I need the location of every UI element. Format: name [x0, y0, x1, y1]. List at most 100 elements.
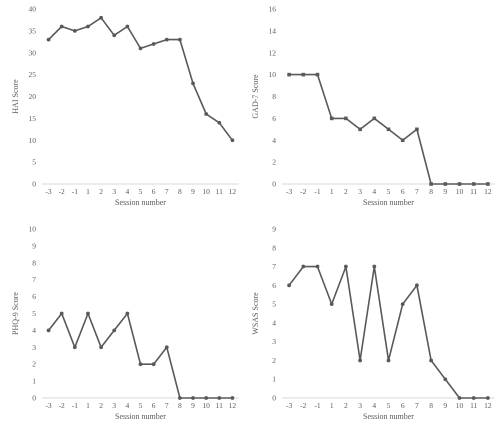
wsas-data-point	[344, 264, 348, 269]
wsas-x-tick-label: 5	[387, 401, 391, 410]
hai-data-point	[191, 81, 195, 86]
gad7-data-point	[315, 72, 320, 77]
gad7-y-tick-label: 8	[272, 92, 276, 101]
hai-x-tick-label: 4	[125, 187, 129, 196]
hai-y-tick-label: 35	[29, 26, 37, 35]
hai-data-point	[230, 138, 235, 143]
hai-x-tick-label: 11	[216, 187, 223, 196]
gad7-x-tick-label: 7	[415, 187, 419, 196]
wsas-x-tick-label: 10	[456, 401, 464, 410]
hai-x-tick-label: 3	[112, 187, 116, 196]
wsas-x-tick-label: 6	[401, 401, 405, 410]
hai-data-point	[46, 37, 51, 42]
wsas-x-tick-label: 12	[484, 401, 492, 410]
gad7-y-tick-label: 16	[269, 5, 277, 14]
gad7-data-point	[457, 182, 462, 186]
phq9-x-tick-label: -3	[45, 401, 51, 410]
phq9-y-tick-label: 6	[32, 292, 36, 301]
phq9-y-tick-label: 8	[32, 258, 36, 267]
gad7-x-tick-label: 2	[344, 187, 348, 196]
wsas-data-point	[400, 302, 405, 307]
hai-x-tick-label: -2	[59, 187, 65, 196]
gad7-y-tick-label: 2	[272, 158, 276, 167]
gad7-x-tick-label: -2	[300, 187, 306, 196]
gad7-x-tick-label: 6	[401, 187, 405, 196]
phq9-x-tick-label: 1	[86, 401, 90, 410]
gad7-y-tick-label: 6	[272, 114, 276, 123]
gad7-data-point	[329, 116, 334, 121]
wsas-x-tick-label: -3	[286, 401, 292, 410]
wsas-x-tick-label: 7	[415, 401, 419, 410]
gad7-y-tick-label: 14	[269, 26, 277, 35]
gad7-data-point	[443, 182, 448, 186]
wsas-data-point	[429, 358, 433, 363]
gad7-x-tick-label: 9	[443, 187, 447, 196]
hai-x-tick-label: 9	[191, 187, 195, 196]
phq9-y-tick-label: 5	[32, 309, 36, 318]
wsas-x-tick-label: 2	[344, 401, 348, 410]
gad7-x-tick-label: 5	[387, 187, 391, 196]
wsas-y-tick-label: 0	[272, 394, 276, 403]
phq9-data-point	[138, 362, 143, 367]
hai-data-point	[86, 24, 90, 29]
wsas-data-point	[287, 283, 291, 288]
gad7-data-point	[287, 72, 291, 77]
gad7-data-point	[429, 182, 433, 186]
gad7-x-tick-label: 1	[330, 187, 334, 196]
gad7-y-tick-label: 12	[269, 48, 277, 57]
hai-data-point	[164, 37, 169, 42]
wsas-x-tick-label: 1	[330, 401, 334, 410]
hai-y-tick-label: 20	[29, 92, 37, 101]
hai-data-point	[59, 24, 64, 29]
wsas-y-tick-label: 6	[272, 281, 276, 290]
wsas-x-tick-label: 4	[372, 401, 376, 410]
gad7-data-point	[471, 182, 476, 186]
phq9-x-tick-label: 6	[152, 401, 156, 410]
wsas-data-point	[415, 283, 419, 288]
phq9-data-point	[59, 311, 64, 316]
gad7-y-tick-label: 4	[272, 136, 276, 145]
wsas-y-tick-label: 9	[272, 225, 276, 234]
phq9-y-tick-label: 4	[32, 326, 36, 335]
wsas-x-tick-label: 8	[429, 401, 433, 410]
gad7-data-point	[386, 127, 391, 132]
wsas-y-tick-label: 1	[272, 375, 276, 384]
gad7-x-axis-title: Session number	[363, 198, 414, 207]
gad7-x-tick-label: 10	[456, 187, 464, 196]
gad7-data-point	[400, 138, 405, 143]
hai-series-line	[48, 16, 234, 141]
phq9-x-tick-label: 8	[178, 401, 182, 410]
phq9-x-tick-label: 2	[99, 401, 103, 410]
gad7-x-tick-label: 4	[372, 187, 376, 196]
hai-y-tick-label: 10	[29, 136, 37, 145]
phq9-x-tick-label: 7	[165, 401, 169, 410]
phq9-x-tick-label: 9	[191, 401, 195, 410]
phq9-data-point	[178, 396, 182, 400]
wsas-data-point	[457, 396, 462, 400]
wsas-data-point	[315, 264, 320, 269]
gad7-data-point	[415, 127, 419, 132]
phq9-x-axis-title: Session number	[115, 412, 166, 421]
wsas-y-tick-label: 3	[272, 337, 276, 346]
hai-data-point	[151, 42, 156, 46]
wsas-y-tick-label: 7	[272, 262, 276, 271]
gad7-data-point	[344, 116, 348, 121]
gad7-y-tick-label: 0	[272, 180, 276, 189]
gad7-x-tick-label: -3	[286, 187, 292, 196]
wsas-x-axis-title: Session number	[363, 412, 414, 421]
hai-x-tick-label: -1	[72, 187, 78, 196]
hai-data-point	[178, 37, 182, 42]
phq9-data-point	[230, 396, 235, 400]
wsas-x-tick-label: -1	[314, 401, 320, 410]
hai-x-tick-label: 7	[165, 187, 169, 196]
gad7-data-point	[358, 127, 362, 132]
gad7-y-tick-label: 10	[269, 70, 277, 79]
gad7-x-tick-label: 12	[484, 187, 492, 196]
wsas-data-point	[443, 377, 448, 382]
hai-data-point	[72, 28, 77, 33]
wsas-y-axis-title: WSAS Score	[251, 292, 260, 335]
hai-y-axis-title: HAI Score	[11, 79, 20, 114]
hai-y-tick-label: 15	[29, 114, 37, 123]
